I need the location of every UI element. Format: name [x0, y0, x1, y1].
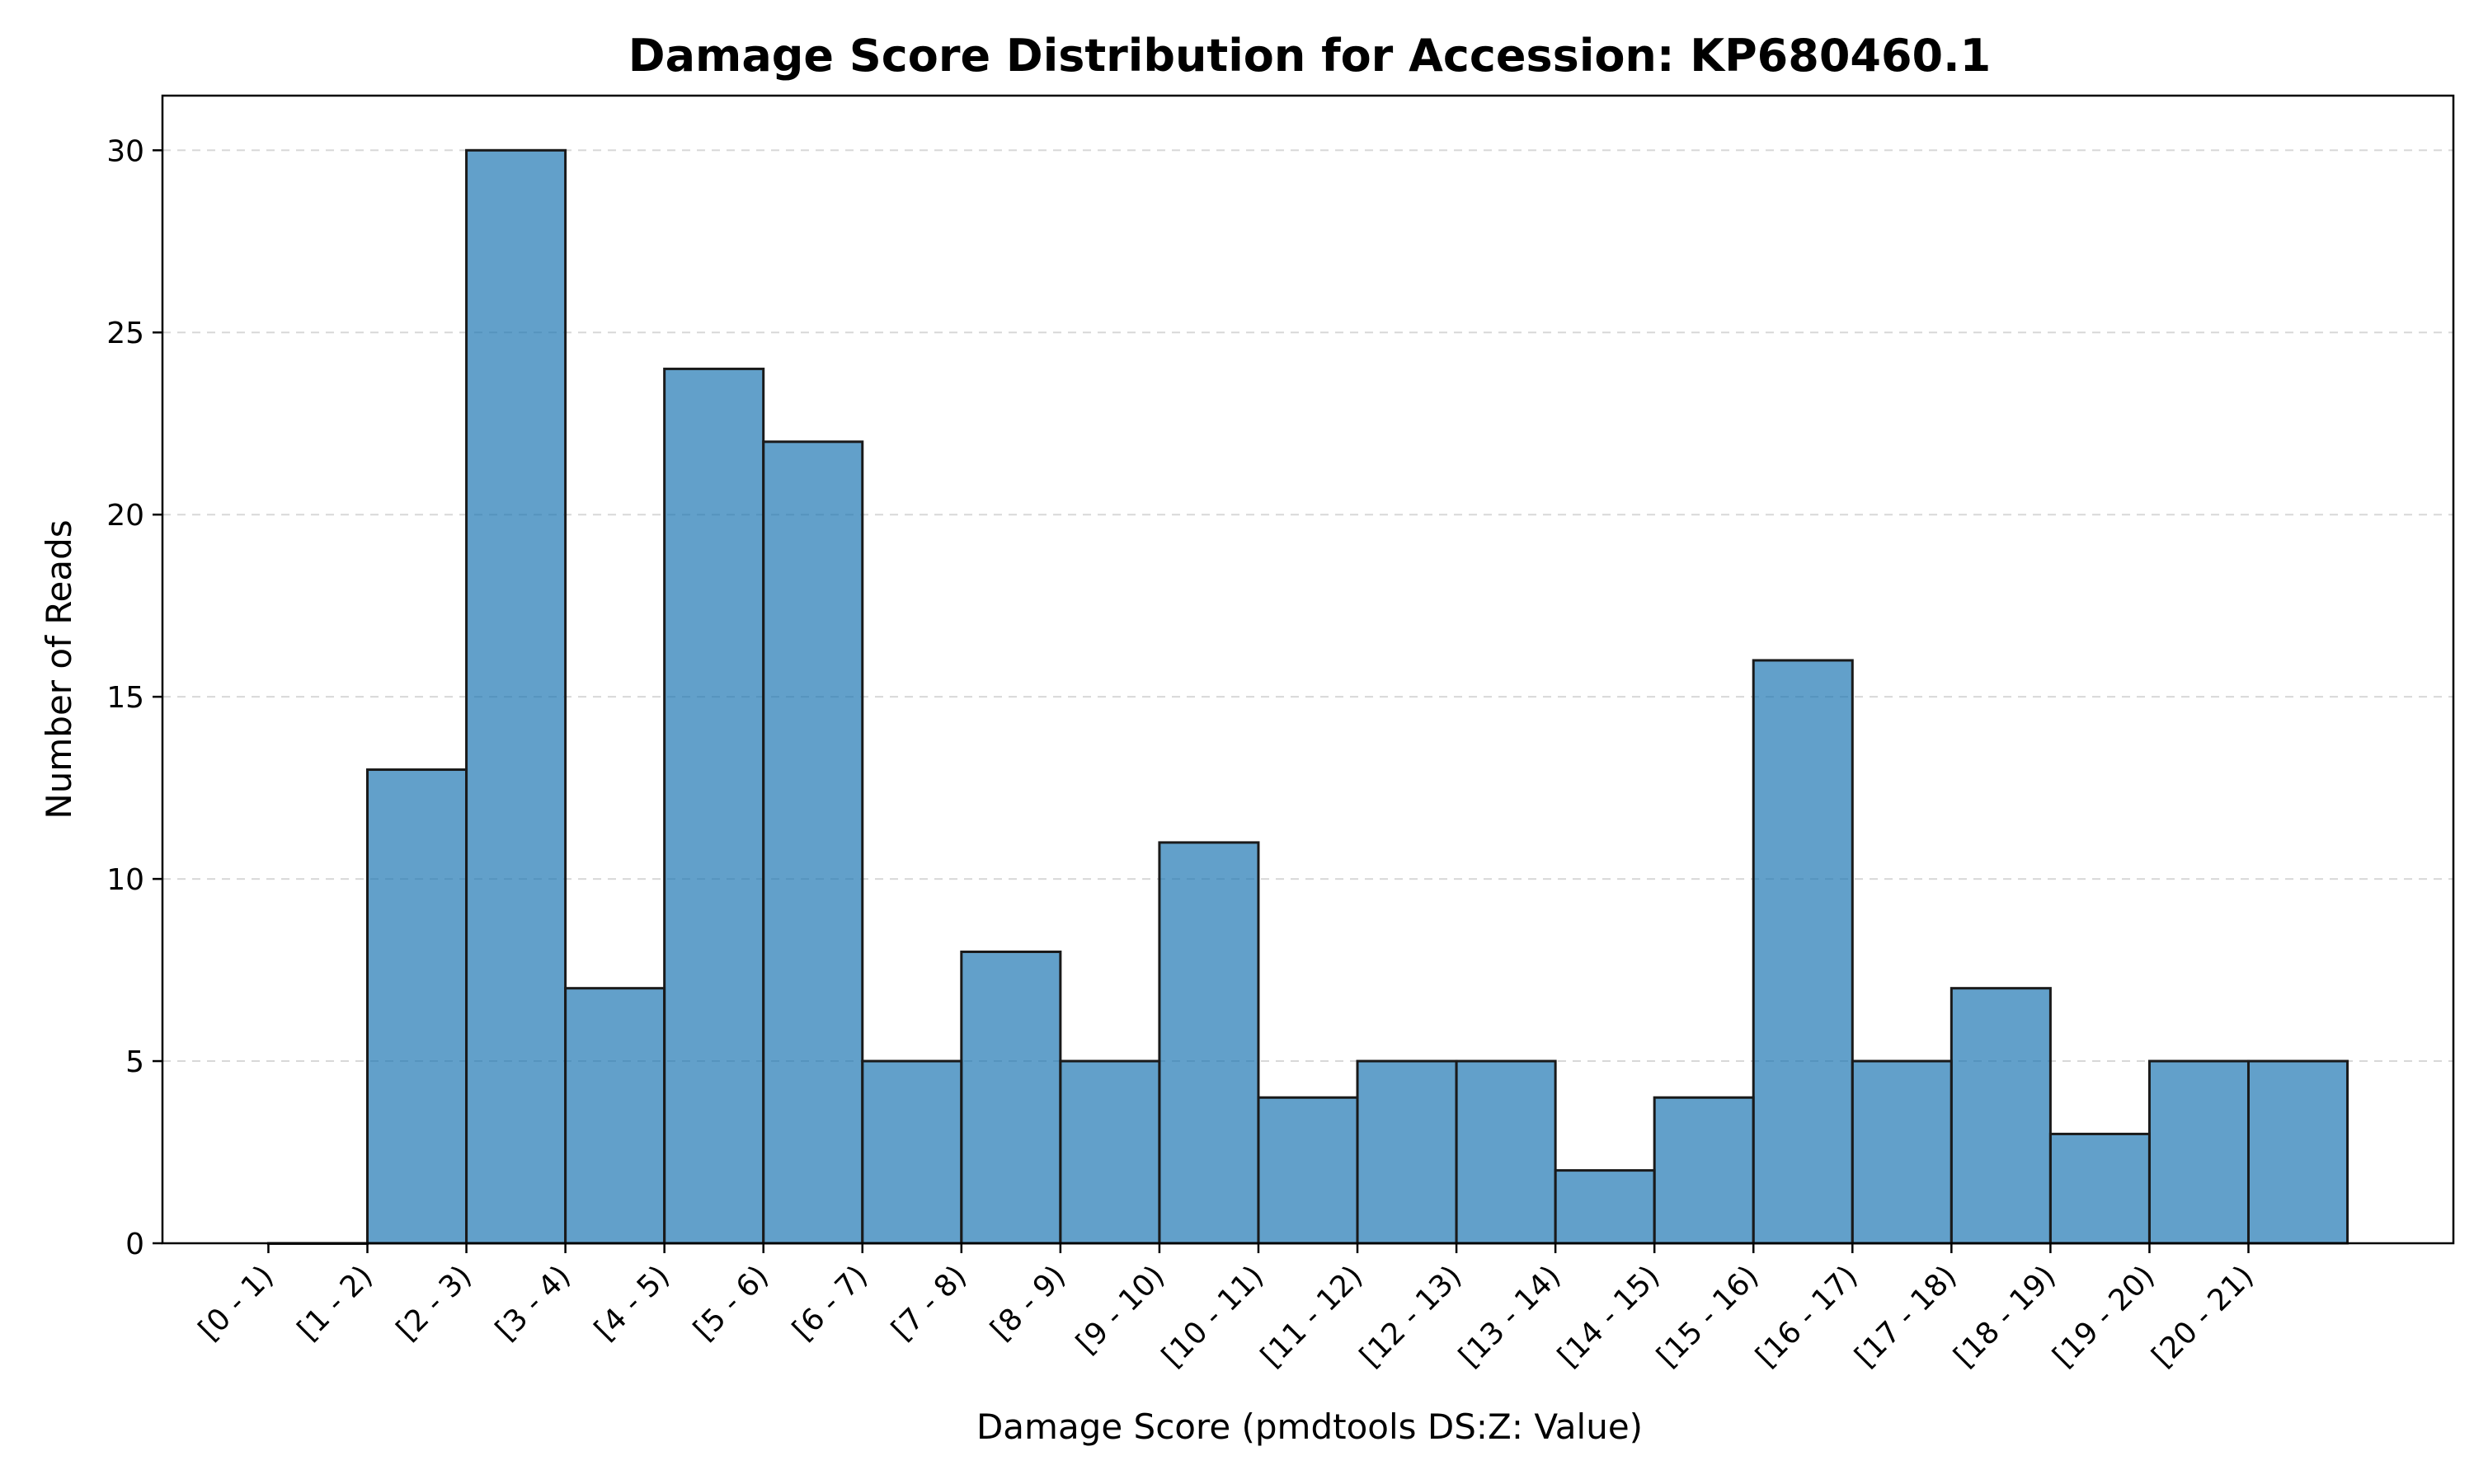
x-axis-label: Damage Score (pmdtools DS:Z: Value)	[976, 1407, 1643, 1447]
bar-10	[1257, 1096, 1359, 1245]
y-tick-label-5: 5	[125, 1045, 144, 1079]
x-tick-label-7: [7 - 8)	[886, 1259, 974, 1347]
x-tick-label-4: [4 - 5)	[588, 1259, 676, 1347]
y-tick-label-0: 0	[125, 1228, 144, 1261]
x-tick-label-9: [9 - 10)	[1070, 1259, 1171, 1360]
y-tick-label-20: 20	[106, 499, 144, 533]
x-tick-label-2: [2 - 3)	[390, 1259, 478, 1347]
plot-frame	[161, 94, 2455, 1245]
bar-19	[2147, 1059, 2250, 1245]
x-tick-label-20: [20 - 21)	[2146, 1259, 2260, 1374]
bar-18	[2048, 1132, 2151, 1245]
bar-3	[564, 987, 666, 1245]
bar-13	[1554, 1169, 1656, 1245]
y-tick-label-10: 10	[106, 863, 144, 897]
x-axis-ticks: [0 - 1) [1 - 2) [2 - 3) [3 - 4) [4 - 5) [5 - …	[192, 1243, 2260, 1374]
x-tick-label-5: [5 - 6)	[687, 1259, 775, 1347]
x-tick-label-16: [16 - 17)	[1750, 1259, 1865, 1374]
x-tick-label-18: [18 - 19)	[1948, 1259, 2062, 1374]
bar-11	[1356, 1059, 1458, 1245]
x-tick-label-15: [15 - 16)	[1651, 1259, 1766, 1374]
bar-1	[366, 768, 468, 1245]
y-axis-label: Number of Reads	[39, 519, 79, 819]
x-tick-label-8: [8 - 9)	[985, 1259, 1073, 1347]
bar-6	[861, 1059, 963, 1245]
bar-14	[1653, 1096, 1755, 1245]
bar-15	[1752, 659, 1854, 1245]
bar-2	[465, 148, 567, 1245]
bar-4	[663, 367, 765, 1245]
x-tick-label-14: [14 - 15)	[1552, 1259, 1667, 1374]
y-axis-ticks: 0 5 10 15 20 25 30	[106, 134, 162, 1261]
x-tick-label-13: [13 - 14)	[1452, 1259, 1567, 1374]
bar-8	[1059, 1059, 1161, 1245]
bar-17	[1950, 987, 2052, 1245]
x-tick-label-11: [11 - 12)	[1254, 1259, 1369, 1374]
bar-16	[1851, 1059, 1953, 1245]
y-tick-label-25: 25	[106, 317, 144, 350]
x-tick-label-19: [19 - 20)	[2047, 1259, 2161, 1374]
bar-9	[1158, 841, 1260, 1245]
x-tick-label-6: [6 - 7)	[787, 1259, 875, 1347]
y-tick-label-15: 15	[106, 681, 144, 715]
bar-5	[762, 440, 864, 1245]
chart-title: Damage Score Distribution for Accession:…	[628, 30, 1991, 82]
bar-7	[960, 950, 1062, 1245]
bar-20	[2246, 1059, 2349, 1245]
x-tick-label-12: [12 - 13)	[1353, 1259, 1468, 1374]
x-tick-label-17: [17 - 18)	[1849, 1259, 1964, 1374]
x-tick-label-10: [10 - 11)	[1155, 1259, 1270, 1374]
x-tick-label-1: [1 - 2)	[291, 1259, 379, 1347]
x-tick-label-0: [0 - 1)	[192, 1259, 280, 1347]
x-tick-label-3: [3 - 4)	[489, 1259, 577, 1347]
bar-12	[1455, 1059, 1557, 1245]
y-tick-label-30: 30	[106, 134, 144, 168]
